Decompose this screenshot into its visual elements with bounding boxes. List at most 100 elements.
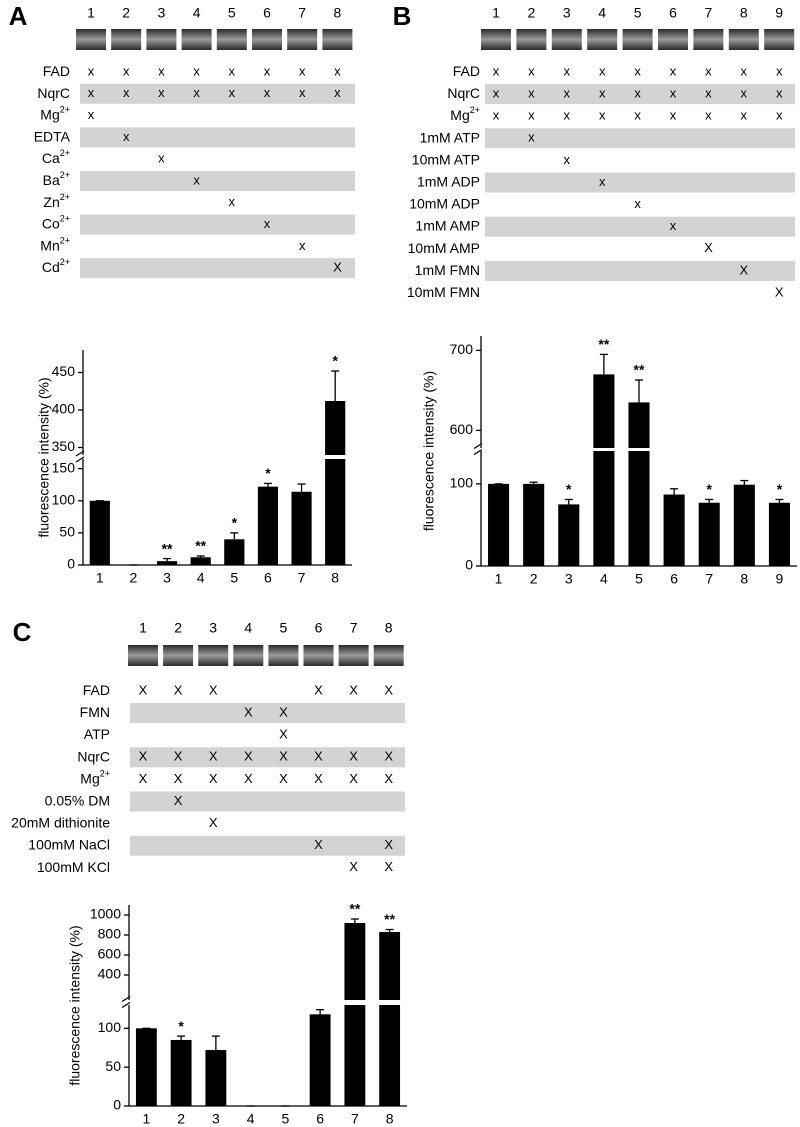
row-label: 10mM ATP	[412, 151, 480, 167]
gel-band	[728, 29, 759, 50]
row-band	[485, 128, 795, 149]
y-axis-title: fluorescence intensity (%)	[421, 371, 437, 531]
axis-break-gap	[76, 453, 82, 461]
gel-band	[216, 29, 247, 50]
row-label: 100mM KCl	[37, 859, 110, 875]
bar	[523, 483, 545, 566]
row-name: 100mM KCl	[37, 859, 110, 875]
cell-mark: x	[88, 85, 95, 100]
gel-band	[658, 29, 688, 50]
row-band	[80, 214, 355, 235]
y-tick-label: 100	[98, 1019, 122, 1035]
cell-mark: X	[384, 771, 393, 786]
row-name: FMN	[80, 704, 110, 720]
cell-mark: x	[193, 63, 200, 78]
cell-mark: X	[209, 771, 218, 786]
row-label: 1mM AMP	[415, 217, 480, 233]
gel-band	[111, 29, 142, 50]
gel-band	[322, 29, 353, 50]
bar	[156, 561, 178, 565]
cell-mark: X	[244, 705, 253, 720]
row-name: EDTA	[34, 128, 71, 144]
lane-number: 5	[634, 5, 642, 21]
row-label: 10mM AMP	[408, 240, 480, 256]
cell-mark: X	[279, 749, 288, 764]
x-tick-label: 5	[230, 570, 238, 586]
x-tick-label: 2	[130, 570, 138, 586]
cell-mark: X	[704, 240, 713, 255]
row-label: Ca2+	[42, 149, 70, 166]
bar	[190, 557, 211, 565]
cell-mark: x	[264, 216, 271, 231]
row-name: Zn	[43, 194, 59, 210]
cell-mark: X	[349, 859, 358, 874]
row-name: NqrC	[77, 748, 110, 764]
x-tick-label: 2	[177, 1111, 185, 1127]
gel-band	[233, 645, 264, 666]
lane-number: 9	[775, 5, 783, 21]
significance: *	[232, 515, 238, 531]
row-label: 100mM NaCl	[28, 836, 110, 852]
cell-mark: x	[158, 85, 165, 100]
y-axis-title: fluorescence intensity (%)	[36, 377, 52, 537]
row-name: NqrC	[447, 85, 480, 101]
gel-band	[163, 645, 194, 666]
cell-mark: x	[193, 172, 200, 187]
lane-number: 1	[492, 5, 500, 21]
y-tick-label: 1000	[90, 906, 121, 922]
bar-upper	[379, 932, 401, 1000]
panel-label: A	[9, 1, 28, 31]
significance: **	[384, 911, 395, 927]
bar	[170, 1039, 192, 1106]
cell-mark: X	[739, 262, 748, 277]
row-name: FAD	[83, 682, 110, 698]
cell-mark: x	[564, 152, 571, 167]
y-tick-label: 450	[52, 363, 76, 379]
y-tick-label: 50	[105, 1058, 121, 1074]
row-band	[80, 127, 355, 148]
row-sup: 2+	[60, 149, 70, 159]
gel-band	[481, 29, 511, 50]
y-tick-label: 50	[59, 524, 75, 540]
row-name: Cd	[42, 259, 60, 275]
significance: **	[162, 540, 173, 556]
row-name: Mn	[40, 237, 59, 253]
row-sup: 2+	[60, 105, 70, 115]
gel-band	[181, 29, 212, 50]
gel-band	[338, 645, 369, 666]
y-tick-label: 600	[450, 421, 474, 437]
y-tick-label: 150	[52, 459, 76, 475]
lane-number: 4	[598, 5, 606, 21]
significance: *	[777, 481, 783, 497]
cell-mark: x	[670, 218, 677, 233]
cell-mark: X	[244, 771, 253, 786]
row-band	[80, 258, 355, 279]
row-label: 20mM dithionite	[11, 814, 110, 830]
y-tick-label: 400	[98, 966, 122, 982]
gel-band	[268, 645, 299, 666]
axis-break	[121, 995, 131, 1003]
lane-number: 3	[158, 5, 166, 21]
cell-mark: X	[279, 705, 288, 720]
cell-mark: X	[139, 749, 148, 764]
gel-band	[587, 29, 618, 50]
significance: **	[349, 901, 360, 917]
cell-mark: X	[279, 727, 288, 742]
bar	[768, 502, 790, 566]
lane-number: 2	[122, 5, 130, 21]
x-tick-label: 5	[281, 1111, 289, 1127]
lane-number: 7	[298, 5, 306, 21]
row-sup: 2+	[60, 214, 70, 224]
row-band	[485, 172, 795, 193]
cell-mark: X	[139, 771, 148, 786]
row-sup: 2+	[470, 106, 480, 116]
row-name: 100mM NaCl	[28, 836, 110, 852]
lane-number: 5	[228, 5, 236, 21]
bar	[89, 500, 110, 565]
lane-number: 8	[385, 620, 393, 636]
significance: **	[195, 538, 206, 554]
row-sup: 2+	[100, 769, 110, 779]
cell-mark: x	[299, 238, 306, 253]
cell-mark: X	[174, 771, 183, 786]
bar-upper	[325, 401, 346, 455]
